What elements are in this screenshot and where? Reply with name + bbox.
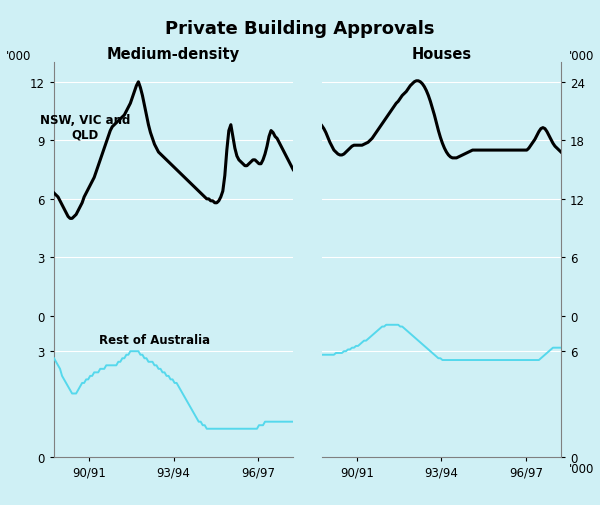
Text: '000: '000 <box>569 50 594 63</box>
Text: NSW, VIC and
QLD: NSW, VIC and QLD <box>40 114 130 142</box>
Title: Houses: Houses <box>412 47 472 62</box>
Text: Private Building Approvals: Private Building Approvals <box>165 20 435 38</box>
Title: Medium-density: Medium-density <box>107 47 240 62</box>
Text: '000: '000 <box>569 462 594 475</box>
Text: Rest of Australia: Rest of Australia <box>99 333 210 346</box>
Text: '000: '000 <box>6 50 31 63</box>
